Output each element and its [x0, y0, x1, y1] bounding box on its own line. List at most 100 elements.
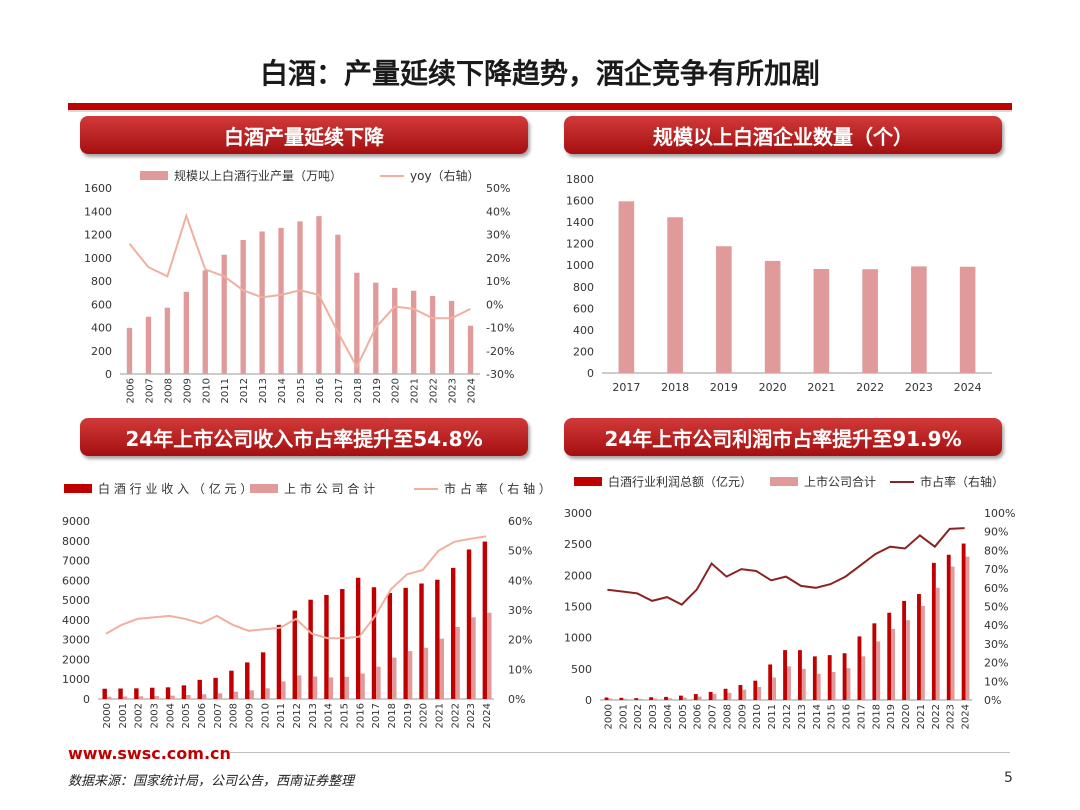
x-tick-label: 2015 — [296, 378, 307, 403]
bar-0-2011 — [768, 664, 773, 700]
bar-0-2018 — [387, 592, 393, 699]
x-tick-label: 2018 — [661, 381, 689, 394]
bar-0-2024 — [467, 325, 474, 374]
x-tick-label: 2009 — [182, 378, 193, 403]
y2-tick-label: 20% — [984, 657, 1008, 670]
y2-tick-label: 40% — [486, 205, 510, 218]
bar-0-2003 — [649, 697, 654, 700]
bar-0-2009 — [183, 291, 189, 374]
data-source-note: 数据来源：国家统计局，公司公告，西南证券整理 — [68, 774, 355, 789]
bar-1-2011 — [281, 681, 286, 699]
bar-0-2012 — [240, 239, 246, 374]
x-tick-label: 2010 — [260, 703, 271, 728]
y2-tick-label: 40% — [984, 619, 1008, 632]
bar-0-2003 — [150, 687, 155, 699]
y2-tick-label: 0% — [486, 298, 503, 311]
bar-1-2013 — [801, 668, 806, 700]
y-tick-label: 3000 — [62, 634, 90, 647]
bar-0-2011 — [221, 254, 227, 374]
bar-1-2016 — [360, 673, 365, 699]
y-tick-label: 2000 — [564, 569, 592, 582]
x-tick-label: 2023 — [466, 703, 477, 728]
x-tick-label: 2015 — [340, 703, 351, 728]
bar-0-2023 — [911, 266, 927, 373]
bar-1-2005 — [186, 695, 191, 699]
x-tick-label: 2012 — [292, 703, 303, 728]
bar-1-2008 — [233, 691, 239, 699]
x-tick-label: 2010 — [201, 378, 212, 403]
site-url[interactable]: www.swsc.com.cn — [68, 744, 231, 763]
bar-1-2001 — [623, 698, 628, 700]
bar-1-2018 — [392, 657, 397, 699]
x-tick-label: 2005 — [678, 704, 689, 729]
y-tick-label: 2500 — [564, 538, 592, 551]
bar-0-2014 — [324, 594, 329, 699]
y-tick-label: 1800 — [566, 173, 594, 186]
x-tick-label: 2024 — [482, 703, 493, 728]
x-tick-label: 2011 — [767, 704, 778, 729]
x-tick-label: 2003 — [149, 703, 160, 728]
legend-swatch-0 — [140, 171, 168, 180]
y-tick-label: 1400 — [566, 216, 594, 229]
x-tick-label: 2005 — [181, 703, 192, 728]
chart2-banner: 规模以上白酒企业数量（个） — [564, 116, 1002, 154]
bar-0-2020 — [764, 260, 781, 373]
x-tick-label: 2007 — [213, 703, 224, 728]
bar-1-2010 — [757, 686, 762, 700]
y-tick-label: 8000 — [62, 535, 90, 548]
x-tick-label: 2021 — [435, 703, 446, 728]
y-tick-label: 1400 — [84, 205, 112, 218]
y-tick-label: 1000 — [566, 259, 594, 272]
bar-0-2000 — [102, 688, 107, 699]
bar-0-2022 — [931, 562, 936, 700]
x-tick-label: 2009 — [737, 704, 748, 729]
x-tick-label: 2014 — [812, 704, 823, 729]
bar-0-2024 — [961, 543, 966, 700]
legend-swatch-0 — [574, 477, 602, 486]
y2-tick-label: 10% — [984, 675, 1008, 688]
x-tick-label: 2018 — [353, 378, 364, 403]
y-tick-label: 1000 — [62, 673, 90, 686]
bar-0-2024 — [482, 541, 488, 699]
x-tick-label: 2006 — [693, 704, 704, 729]
y2-tick-label: 60% — [984, 582, 1008, 595]
y-tick-label: 6000 — [62, 574, 90, 587]
bar-1-2000 — [608, 698, 613, 700]
x-tick-label: 2016 — [842, 704, 853, 729]
bar-1-2024 — [487, 612, 492, 699]
chart-profit-share: 白酒行业利润总额（亿元） 上市公司合计 市占率（右轴） 0 500 1000 1500 200… — [564, 474, 1015, 729]
y-tick-label: 1600 — [566, 195, 594, 208]
bar-1-2003 — [154, 696, 159, 699]
bar-1-2005 — [682, 697, 687, 700]
y2-tick-label: 30% — [486, 229, 510, 242]
x-tick-label: 2024 — [961, 704, 972, 729]
bar-0-2017 — [335, 234, 341, 374]
bar-1-2017 — [376, 666, 381, 699]
y2-tick-label: 50% — [486, 182, 510, 195]
y-tick-label: 5000 — [62, 594, 90, 607]
y2-tick-label: 50% — [508, 545, 532, 558]
bar-0-2013 — [308, 599, 313, 699]
bar-0-2000 — [604, 697, 609, 700]
bar-0-2007 — [213, 677, 218, 699]
series-line — [128, 212, 471, 370]
page-title: 白酒：产量延续下降趋势，酒企竞争有所加剧 — [259, 57, 820, 90]
bar-0-2015 — [827, 655, 832, 700]
x-tick-label: 2000 — [603, 704, 614, 729]
chart3-banner: 24年上市公司收入市占率提升至54.8% — [80, 418, 528, 456]
bar-1-2012 — [297, 675, 302, 699]
x-tick-label: 2016 — [355, 703, 366, 728]
x-tick-label: 2018 — [387, 703, 398, 728]
bar-1-2007 — [217, 693, 223, 699]
bar-1-2009 — [742, 689, 747, 700]
y-tick-label: 7000 — [62, 555, 90, 568]
bar-0-2010 — [202, 270, 208, 374]
bar-1-2012 — [787, 666, 791, 700]
bar-0-2022 — [862, 269, 878, 373]
chart-production: 规模以上白酒行业产量（万吨） yoy（右轴） 0 200 400 600 800 1000 12… — [84, 168, 514, 403]
bar-0-2013 — [798, 650, 802, 700]
bar-1-2004 — [170, 695, 175, 699]
legend-swatch-1 — [250, 484, 278, 493]
x-tick-label: 2018 — [871, 704, 882, 729]
y2-tick-label: 30% — [984, 638, 1008, 651]
